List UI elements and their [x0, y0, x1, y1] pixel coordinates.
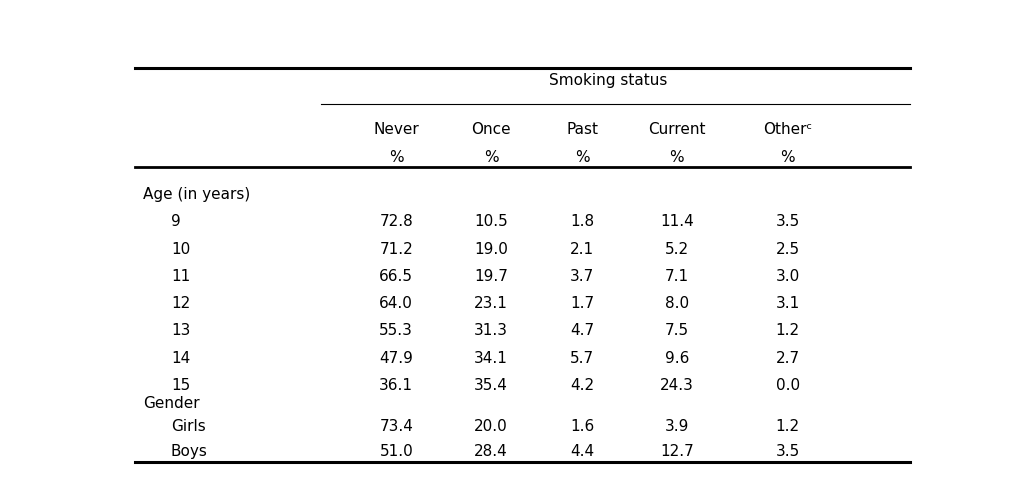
Text: 3.9: 3.9: [664, 418, 689, 433]
Text: 9.6: 9.6: [664, 350, 689, 365]
Text: 4.7: 4.7: [570, 323, 593, 338]
Text: Smoking status: Smoking status: [548, 73, 666, 88]
Text: %: %: [668, 150, 684, 165]
Text: 72.8: 72.8: [379, 214, 413, 229]
Text: 51.0: 51.0: [379, 443, 413, 458]
Text: 55.3: 55.3: [379, 323, 413, 338]
Text: %: %: [574, 150, 589, 165]
Text: Boys: Boys: [171, 443, 208, 458]
Text: 1.2: 1.2: [774, 418, 799, 433]
Text: 3.7: 3.7: [570, 268, 594, 283]
Text: 2.1: 2.1: [570, 241, 593, 256]
Text: 11.4: 11.4: [659, 214, 693, 229]
Text: 73.4: 73.4: [379, 418, 413, 433]
Text: 1.6: 1.6: [570, 418, 594, 433]
Text: 12: 12: [171, 295, 190, 310]
Text: 15: 15: [171, 377, 190, 392]
Text: 11: 11: [171, 268, 190, 283]
Text: 71.2: 71.2: [379, 241, 413, 256]
Text: Gender: Gender: [143, 395, 200, 410]
Text: 47.9: 47.9: [379, 350, 413, 365]
Text: 23.1: 23.1: [474, 295, 507, 310]
Text: 14: 14: [171, 350, 190, 365]
Text: Current: Current: [647, 121, 705, 136]
Text: 19.7: 19.7: [474, 268, 507, 283]
Text: Never: Never: [373, 121, 419, 136]
Text: 8.0: 8.0: [664, 295, 688, 310]
Text: 5.7: 5.7: [570, 350, 593, 365]
Text: 1.2: 1.2: [774, 323, 799, 338]
Text: 4.2: 4.2: [570, 377, 593, 392]
Text: 10: 10: [171, 241, 190, 256]
Text: 13: 13: [171, 323, 191, 338]
Text: Otherᶜ: Otherᶜ: [762, 121, 811, 136]
Text: 3.5: 3.5: [774, 443, 799, 458]
Text: 10.5: 10.5: [474, 214, 507, 229]
Text: 34.1: 34.1: [474, 350, 507, 365]
Text: 66.5: 66.5: [379, 268, 413, 283]
Text: %: %: [780, 150, 794, 165]
Text: 7.5: 7.5: [664, 323, 688, 338]
Text: 3.1: 3.1: [774, 295, 799, 310]
Text: 3.5: 3.5: [774, 214, 799, 229]
Text: 3.0: 3.0: [774, 268, 799, 283]
Text: 28.4: 28.4: [474, 443, 507, 458]
Text: 1.7: 1.7: [570, 295, 593, 310]
Text: 36.1: 36.1: [379, 377, 413, 392]
Text: Age (in years): Age (in years): [143, 187, 251, 202]
Text: 24.3: 24.3: [659, 377, 693, 392]
Text: %: %: [388, 150, 404, 165]
Text: 4.4: 4.4: [570, 443, 593, 458]
Text: %: %: [483, 150, 498, 165]
Text: 5.2: 5.2: [664, 241, 688, 256]
Text: 0.0: 0.0: [774, 377, 799, 392]
Text: 64.0: 64.0: [379, 295, 413, 310]
Text: 31.3: 31.3: [474, 323, 507, 338]
Text: 1.8: 1.8: [570, 214, 593, 229]
Text: Girls: Girls: [171, 418, 206, 433]
Text: 19.0: 19.0: [474, 241, 507, 256]
Text: 35.4: 35.4: [474, 377, 507, 392]
Text: 2.7: 2.7: [774, 350, 799, 365]
Text: Past: Past: [566, 121, 597, 136]
Text: 7.1: 7.1: [664, 268, 688, 283]
Text: 9: 9: [171, 214, 180, 229]
Text: 12.7: 12.7: [659, 443, 693, 458]
Text: 20.0: 20.0: [474, 418, 507, 433]
Text: 2.5: 2.5: [774, 241, 799, 256]
Text: Once: Once: [471, 121, 511, 136]
